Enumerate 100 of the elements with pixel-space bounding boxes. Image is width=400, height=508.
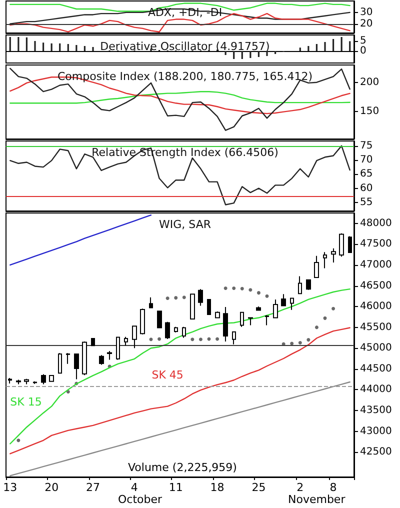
x-tick-label: 2	[296, 481, 304, 494]
candlestick	[116, 336, 120, 360]
line-series	[10, 288, 350, 444]
text: Composite Index (188.200, 180.775, 165.412)	[57, 70, 313, 83]
candlestick	[16, 379, 21, 385]
line-series	[10, 327, 350, 454]
y-tick-label: 70	[360, 154, 373, 166]
candlestick	[298, 276, 302, 295]
candlestick	[348, 236, 352, 254]
x-tick-label: 8	[330, 481, 337, 494]
candlestick	[331, 248, 336, 263]
line-series	[10, 68, 350, 131]
y-tick-label: 47000	[360, 259, 392, 270]
point	[174, 296, 178, 300]
y-tick-label: 20	[360, 18, 373, 30]
candlestick	[107, 350, 112, 360]
y-tick-label: 48000	[360, 218, 392, 229]
point	[323, 316, 327, 320]
candlestick	[256, 306, 261, 312]
y-tick-label: 60	[360, 182, 373, 194]
point	[332, 306, 336, 310]
point	[166, 296, 170, 300]
point	[190, 338, 194, 342]
y-tick-label: 150	[360, 106, 380, 117]
candlestick	[124, 336, 128, 346]
y-tick-label: 30	[360, 6, 373, 18]
y-tick-label: 44000	[360, 384, 392, 396]
point	[265, 294, 269, 298]
candlestick	[273, 298, 278, 319]
candlestick	[157, 310, 162, 328]
candlestick	[132, 325, 137, 349]
candlestick	[33, 380, 37, 384]
line-series	[10, 90, 350, 104]
line-series	[10, 381, 350, 476]
candlestick	[165, 321, 170, 340]
y-tick-label: 46000	[360, 301, 392, 312]
y-tick-label: 200	[360, 76, 380, 88]
y-tick-label: 47500	[360, 238, 392, 250]
y-tick-label: 45000	[360, 342, 392, 354]
annotation: Volume (2,225,959)	[128, 461, 237, 474]
candlestick	[198, 288, 203, 306]
chart-title: Derivative Oscillator (4.91757)	[100, 40, 270, 53]
candlestick	[82, 340, 87, 376]
candlestick	[314, 255, 319, 278]
candlestick	[306, 279, 311, 290]
candlestick	[240, 311, 244, 328]
candlestick	[190, 293, 195, 320]
line-series	[10, 8, 350, 24]
candlestick	[281, 294, 286, 307]
point	[216, 337, 220, 341]
candlestick	[24, 378, 29, 385]
y-tick-label: 46500	[360, 280, 392, 292]
point	[314, 326, 318, 330]
y-tick-label: 45500	[360, 322, 392, 333]
x-tick-label: 25	[252, 481, 266, 494]
point	[248, 288, 252, 292]
x-tick-label: 20	[44, 481, 59, 494]
point	[182, 296, 186, 300]
series-label: SK 45	[152, 368, 184, 382]
candlestick	[74, 353, 79, 380]
candlestick	[174, 326, 178, 333]
candlestick	[223, 306, 228, 342]
candlestick	[323, 252, 327, 269]
text: November	[288, 493, 346, 506]
point	[198, 338, 202, 342]
candlestick	[49, 374, 54, 382]
x-tick-label: 27	[86, 481, 100, 494]
point	[306, 338, 310, 342]
series-label: SK 15	[10, 396, 42, 409]
x-tick-label: 18	[210, 481, 224, 494]
point	[298, 340, 302, 344]
line-series	[10, 214, 152, 266]
text: October	[118, 493, 162, 506]
point	[290, 342, 294, 346]
candlestick	[66, 352, 70, 364]
point	[158, 337, 162, 341]
x-tick-label: 11	[168, 481, 183, 494]
candlestick	[339, 232, 344, 258]
y-tick-label: 0	[360, 46, 366, 56]
candlestick	[290, 297, 294, 310]
text: WIG, SAR	[159, 218, 212, 231]
candlestick	[140, 308, 145, 335]
point	[224, 286, 228, 290]
y-tick-label: 65	[360, 168, 373, 180]
candlestick	[91, 338, 95, 347]
y-tick-label: 43500	[360, 404, 392, 416]
x-tick-label: 4	[130, 481, 138, 494]
y-tick-label: 43000	[360, 426, 392, 437]
candlestick	[8, 378, 12, 384]
candlestick	[58, 352, 62, 374]
point	[232, 286, 236, 290]
point	[240, 286, 244, 290]
candlestick	[248, 316, 253, 326]
point	[149, 338, 153, 342]
point	[256, 291, 260, 295]
x-tick-label: 13	[3, 481, 18, 494]
candlestick	[207, 298, 211, 316]
y-tick-label: 55	[360, 197, 373, 208]
y-tick-label: 42500	[360, 446, 392, 458]
candlestick	[182, 326, 186, 338]
